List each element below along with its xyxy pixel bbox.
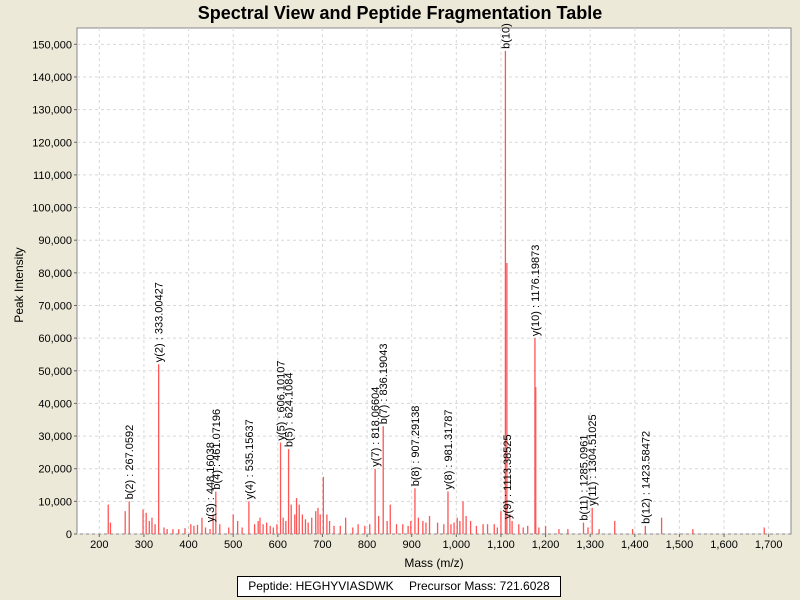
fragment-annotation: b(11) : 1285.0961 <box>578 435 590 521</box>
x-tick-label: 1,600 <box>710 539 738 551</box>
fragment-annotation: y(3) : 448.16038 <box>205 442 217 522</box>
fragment-annotations: b(2) : 267.0592 y(2) : 333.00427 y(3) : 44… <box>124 23 652 524</box>
chart-title: Spectral View and Peptide Fragmentation … <box>197 3 603 23</box>
x-tick-label: 1,200 <box>532 539 560 551</box>
y-tick-label: 120,000 <box>32 137 72 149</box>
y-tick-label: 30,000 <box>38 431 72 443</box>
x-tick-label: 400 <box>179 539 197 551</box>
fragment-annotation: y(10) : 1176.19873 <box>530 245 542 337</box>
x-tick-label: 1,000 <box>443 539 471 551</box>
x-tick-label: 200 <box>90 539 108 551</box>
y-tick-label: 100,000 <box>32 203 72 215</box>
fragment-annotation: y(11) : 1304.51025 <box>587 414 599 506</box>
plot-area <box>76 27 792 535</box>
fragment-annotation: y(4) : 535.15637 <box>244 419 256 499</box>
x-tick-label: 900 <box>403 539 421 551</box>
axes: 200 300 400 500 600 700 800 900 1,000 1,100 1,200 1… <box>32 39 782 551</box>
fragment-annotation: b(10) <box>500 23 512 49</box>
fragment-annotation: b(2) : 267.0592 <box>124 425 136 500</box>
fragment-annotation: y(9) : 1113.38525 <box>502 434 514 519</box>
y-tick-label: 50,000 <box>38 366 72 378</box>
x-tick-label: 500 <box>224 539 242 551</box>
x-tick-label: 1,500 <box>666 539 694 551</box>
x-tick-label: 1,300 <box>576 539 604 551</box>
y-tick-label: 110,000 <box>33 170 72 182</box>
x-tick-label: 300 <box>135 539 153 551</box>
x-tick-label: 700 <box>313 539 331 551</box>
fragment-annotation: y(2) : 333.00427 <box>154 282 166 362</box>
fragment-annotation: b(5) : 624.1084 <box>284 372 296 447</box>
grid-lines <box>77 28 791 535</box>
legend-box: Peptide: HEGHYVIASDWK Precursor Mass: 72… <box>237 576 561 597</box>
fragment-annotation: y(7) : 818.06604 <box>370 387 382 467</box>
fragment-annotation: b(7) : 836.19043 <box>378 344 390 425</box>
x-tick-label: 600 <box>269 539 287 551</box>
y-tick-label: 20,000 <box>38 464 72 476</box>
y-tick-label: 60,000 <box>38 333 72 345</box>
y-tick-label: 70,000 <box>38 300 72 312</box>
spectrum-peaks <box>107 50 765 534</box>
x-tick-label: 1,700 <box>755 539 783 551</box>
legend-precursor: Precursor Mass: 721.6028 <box>408 579 550 593</box>
x-tick-label: 1,400 <box>621 539 649 551</box>
fragment-annotation: y(5) : 606.10107 <box>276 360 288 440</box>
fragment-annotation: b(8) : 907.29138 <box>410 406 422 487</box>
fragment-annotation: y(8) : 981.31787 <box>443 409 455 489</box>
y-tick-label: 90,000 <box>38 235 72 247</box>
y-tick-label: 150,000 <box>32 39 72 51</box>
fragment-annotation: b(4) : 461.07196 <box>211 409 223 490</box>
y-tick-label: 40,000 <box>38 398 72 410</box>
y-tick-label: 10,000 <box>38 496 72 508</box>
x-axis-label: Mass (m/z) <box>404 556 463 570</box>
x-tick-label: 1,100 <box>487 539 515 551</box>
y-axis-label: Peak Intensity <box>12 247 26 322</box>
y-tick-label: 130,000 <box>32 105 72 117</box>
fragment-annotation: b(12) : 1423.58472 <box>640 431 652 524</box>
y-tick-label: 140,000 <box>32 72 72 84</box>
legend-peptide: Peptide: HEGHYVIASDWK <box>248 579 394 593</box>
y-tick-label: 0 <box>66 529 72 541</box>
x-tick-label: 800 <box>358 539 376 551</box>
y-tick-label: 80,000 <box>38 268 72 280</box>
